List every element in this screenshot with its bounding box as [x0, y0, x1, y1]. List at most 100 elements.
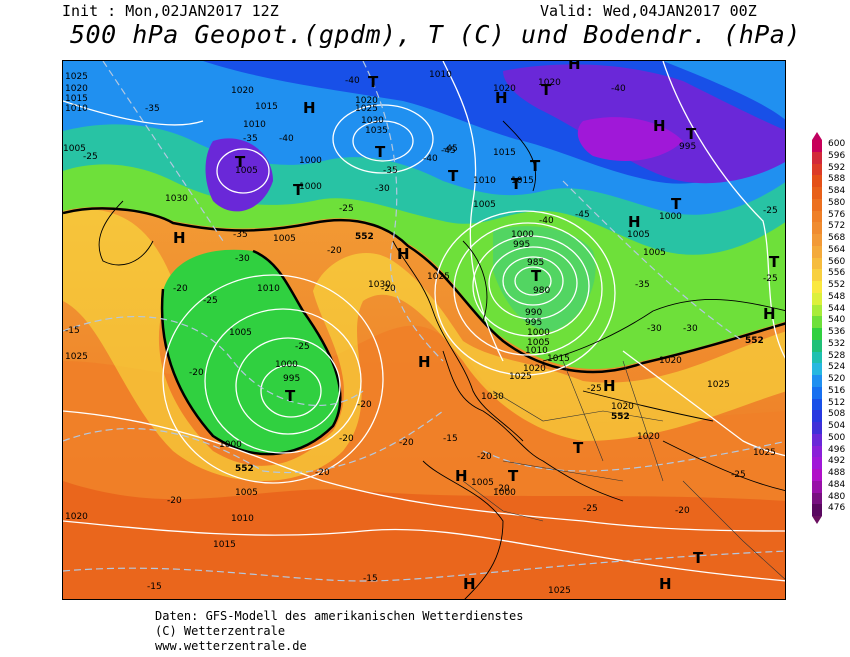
- isobar-label: 1000: [659, 212, 682, 222]
- isobar-label: 1010: [243, 120, 266, 130]
- legend-label: 500: [828, 432, 846, 443]
- legend-label: 568: [828, 233, 846, 243]
- temp-label: -25: [83, 152, 98, 162]
- legend-label: 492: [828, 456, 846, 467]
- legend-label: 540: [828, 315, 846, 326]
- legend-swatch: [812, 304, 822, 317]
- legend-bar: [812, 140, 822, 516]
- yellow-field: [63, 209, 785, 481]
- temp-label: -20: [189, 368, 204, 378]
- scandinavian-low-field: [493, 226, 596, 331]
- isobar-label: 1015: [547, 354, 570, 364]
- legend-label: 508: [828, 409, 846, 420]
- isobar-label: 1025: [753, 448, 776, 458]
- high-marker: H: [603, 377, 616, 395]
- temp-label: -25: [583, 504, 598, 514]
- isobar-label: 1020: [659, 356, 682, 366]
- legend-swatch: [812, 410, 822, 422]
- isobar-label: 1015: [493, 148, 516, 158]
- legend-label: 480: [828, 491, 846, 502]
- contour-552-atlantic: [160, 249, 342, 456]
- color-scale-legend: 600 596 592 588 584 580 576 572 568 564 560 556 552 5…: [812, 132, 850, 524]
- isobar-label: 1005: [471, 478, 494, 488]
- isobar-label: 1005: [235, 488, 258, 498]
- low-marker: T: [686, 125, 697, 143]
- isobar-label: 1035: [365, 126, 388, 136]
- isobar-label: 985: [527, 258, 544, 268]
- isobar-label: 1020: [65, 512, 88, 522]
- isobar-label: 1005: [235, 166, 258, 176]
- legend-swatch: [812, 328, 822, 340]
- temp-label: -35: [383, 166, 398, 176]
- high-marker: H: [495, 89, 508, 107]
- isobar-label: 1005: [63, 144, 86, 154]
- legend-label: 552: [828, 280, 846, 290]
- isobar-label: 1005: [527, 338, 550, 348]
- temp-label: -20: [495, 484, 510, 494]
- isobar-label: 1000: [527, 328, 550, 338]
- legend-swatch: [812, 198, 822, 211]
- low-marker: T: [511, 175, 522, 193]
- legend-label: 524: [828, 362, 846, 373]
- isobar-labels: 1025 1020 1015 1010 1005 1020 1015 1010 …: [63, 70, 776, 596]
- isobar-label: 995: [283, 374, 300, 384]
- legend-swatch: [812, 210, 822, 223]
- legend-swatch: [812, 386, 822, 399]
- legend-label: 516: [828, 385, 846, 396]
- contour-label: 552: [745, 336, 764, 346]
- temp-label: -20: [339, 434, 354, 444]
- legend-label: 576: [828, 209, 846, 220]
- high-marker: H: [418, 353, 431, 371]
- legend-swatch: [812, 480, 822, 493]
- low-marker: T: [573, 439, 584, 457]
- isobar-label: 1010: [231, 514, 254, 524]
- contour-552-labels: 552 552 552 552: [235, 232, 764, 474]
- isobar-label: 1005: [273, 234, 296, 244]
- high-marker: H: [659, 575, 672, 593]
- temp-label: -40: [611, 84, 626, 94]
- low-marker: T: [531, 267, 542, 285]
- temp-label: -40: [423, 154, 438, 164]
- legend-top-arrow: [812, 132, 822, 140]
- legend-label: 544: [828, 303, 846, 314]
- isobar-label: 995: [525, 318, 542, 328]
- temp-label: -20: [173, 284, 188, 294]
- temp-label: -30: [683, 324, 698, 334]
- legend-label: 596: [828, 150, 846, 161]
- isobar-label: 1010: [525, 346, 548, 356]
- high-marker: H: [763, 305, 776, 323]
- valid-time: Valid: Wed,04JAN2017 00Z: [540, 2, 757, 20]
- temp-label: -35: [233, 230, 248, 240]
- isobar-label: 1010: [65, 104, 88, 114]
- footer-data-source: Daten: GFS-Modell des amerikanischen Wet…: [155, 609, 524, 623]
- isobar-label: 1015: [255, 102, 278, 112]
- isobar-label: 1010: [429, 70, 452, 80]
- temperature-lines: [63, 61, 785, 582]
- isobar-label: 1015: [511, 176, 534, 186]
- high-marker: H: [397, 245, 410, 263]
- legend-swatch: [812, 316, 822, 328]
- legend-swatch: [812, 281, 822, 293]
- temp-label: -15: [363, 574, 378, 584]
- temp-label: -20: [477, 452, 492, 462]
- legend-label: 504: [828, 421, 846, 431]
- legend-swatch: [812, 269, 822, 281]
- low-marker: T: [530, 157, 541, 175]
- legend-swatch: [812, 339, 822, 352]
- isobar-label: 1015: [65, 94, 88, 104]
- legend-label: 564: [828, 244, 846, 255]
- temp-label: -20: [167, 496, 182, 506]
- isobar-label: 1005: [643, 248, 666, 258]
- legend-swatch: [812, 151, 822, 164]
- contour-label: 552: [235, 464, 254, 474]
- legend-swatch: [812, 457, 822, 469]
- violet-core-field: [577, 117, 683, 161]
- isobar-label: 1020: [231, 86, 254, 96]
- low-marker: T: [375, 143, 386, 161]
- temp-label: -30: [235, 254, 250, 264]
- deep-orange-field: [63, 481, 785, 599]
- legend-swatch: [812, 469, 822, 481]
- coastlines: [98, 120, 785, 599]
- legend-label: 532: [828, 338, 846, 349]
- legend-label: 548: [828, 291, 846, 302]
